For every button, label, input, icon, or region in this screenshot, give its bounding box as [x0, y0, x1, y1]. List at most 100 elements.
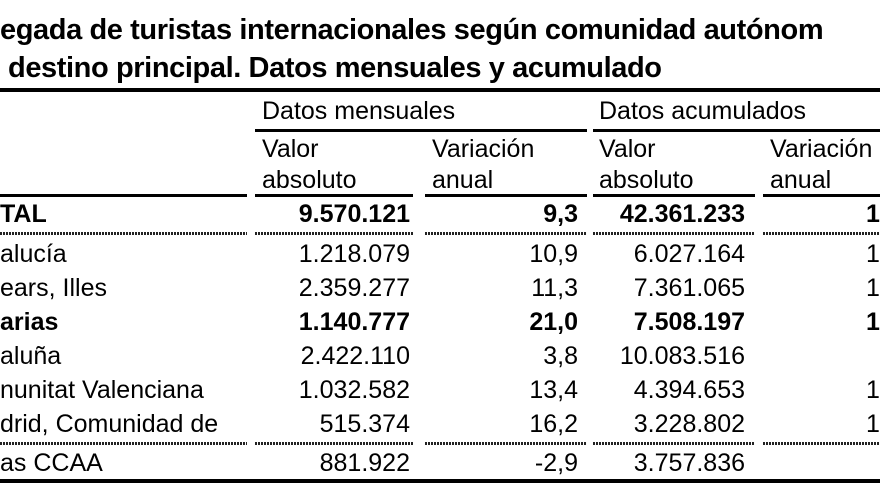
monthly-annual-variation: -2,9: [534, 449, 578, 477]
accumulated-annual-variation: 1: [866, 376, 880, 404]
monthly-absolute-value-header: Valor absoluto: [255, 132, 413, 197]
header-text: absoluto: [262, 166, 357, 194]
header-text: anual: [770, 166, 832, 194]
column-gap: [755, 271, 763, 305]
column-gap: [413, 407, 425, 441]
row-label: drid, Comunidad de: [0, 410, 219, 438]
column-gap: [413, 373, 425, 407]
column-header-row: Valor absoluto Variación anual Valor abs…: [0, 132, 880, 197]
header-text: Valor: [599, 135, 656, 163]
separator-segment: [593, 232, 755, 235]
monthly-annual-variation: 11,3: [531, 274, 578, 302]
table-row: alucía 1.218.079 10,9 6.027.164 1: [0, 237, 880, 271]
accumulated-annual-variation-header: Variación anual: [763, 132, 880, 197]
monthly-absolute-value: 9.570.121: [298, 200, 410, 228]
column-gap: [755, 339, 763, 373]
table-row: drid, Comunidad de 515.374 16,2 3.228.80…: [0, 407, 880, 441]
row-label: alucía: [0, 240, 67, 268]
accumulated-annual-variation: 1: [866, 274, 880, 302]
monthly-annual-variation: 10,9: [529, 240, 578, 268]
separator-segment: [255, 232, 413, 235]
header-text: absoluto: [599, 166, 694, 194]
monthly-annual-variation: 3,8: [543, 342, 578, 370]
accumulated-absolute-value: 42.361.233: [619, 200, 745, 228]
monthly-annual-variation: 16,2: [529, 410, 578, 438]
accumulated-annual-variation: 1: [866, 308, 880, 336]
monthly-absolute-value: 881.922: [319, 449, 410, 477]
separator-segment: [763, 232, 880, 235]
group-header-row: Datos mensuales Datos acumulados: [0, 92, 880, 132]
monthly-absolute-value: 2.359.277: [298, 274, 410, 302]
accumulated-absolute-value: 7.508.197: [633, 308, 745, 336]
column-gap: [413, 132, 425, 197]
monthly-absolute-value: 1.032.582: [298, 376, 410, 404]
table-row: ears, Illes 2.359.277 11,3 7.361.065 1: [0, 271, 880, 305]
column-gap: [755, 305, 763, 339]
header-text: Valor: [262, 135, 319, 163]
column-gap: [247, 237, 255, 271]
accumulated-annual-variation: 1: [866, 410, 880, 438]
monthly-annual-variation: 9,3: [543, 200, 578, 228]
header-text: Variación: [432, 135, 535, 163]
separator-segment: [425, 232, 587, 235]
accumulated-annual-variation: 1: [866, 200, 880, 228]
column-gap: [247, 92, 255, 132]
accumulated-absolute-value-header: Valor absoluto: [593, 132, 755, 197]
accumulated-absolute-value: 10.083.516: [619, 342, 745, 370]
column-gap: [413, 237, 425, 271]
monthly-absolute-value: 1.140.777: [298, 308, 410, 336]
row-label: arias: [0, 308, 59, 336]
column-gap: [755, 373, 763, 407]
column-gap: [413, 339, 425, 373]
monthly-annual-variation: 21,0: [529, 308, 578, 336]
accumulated-absolute-value: 7.361.065: [633, 274, 745, 302]
column-gap: [247, 305, 255, 339]
monthly-annual-variation-header: Variación anual: [425, 132, 587, 197]
column-gap: [247, 373, 255, 407]
column-gap: [755, 132, 763, 197]
column-gap: [755, 237, 763, 271]
row-label: aluña: [0, 342, 62, 370]
accumulated-absolute-value: 6.027.164: [633, 240, 745, 268]
column-gap: [755, 407, 763, 441]
separator-segment: [255, 442, 413, 445]
column-gap: [247, 197, 255, 231]
row-separator: [0, 231, 880, 237]
monthly-absolute-value: 1.218.079: [298, 240, 410, 268]
accumulated-annual-variation: [763, 447, 880, 479]
separator-segment: [763, 442, 880, 445]
title-rule: [0, 88, 880, 92]
table-row: arias 1.140.777 21,0 7.508.197 1: [0, 305, 880, 339]
table-row-total: TAL 9.570.121 9,3 42.361.233 1: [0, 197, 880, 231]
column-gap: [247, 132, 255, 197]
table-row: as CCAA 881.922 -2,9 3.757.836: [0, 447, 880, 479]
title-line-1: egada de turistas internacionales según …: [0, 14, 824, 46]
accumulated-absolute-value: 3.228.802: [633, 410, 745, 438]
header-text: Variación: [770, 135, 873, 163]
monthly-annual-variation: 13,4: [529, 376, 578, 404]
column-gap: [413, 447, 425, 479]
accumulated-annual-variation: [763, 339, 880, 373]
row-label: TAL: [0, 200, 47, 228]
bottom-rule: [0, 479, 880, 483]
column-gap: [247, 447, 255, 479]
monthly-absolute-value: 2.422.110: [300, 342, 410, 370]
monthly-absolute-value: 515.374: [319, 410, 410, 438]
header-text: anual: [432, 166, 494, 194]
group-header-accumulated: Datos acumulados: [593, 92, 880, 132]
row-separator: [0, 441, 880, 447]
row-label: ears, Illes: [0, 274, 107, 302]
separator-segment: [425, 442, 587, 445]
label-column-header: [0, 132, 247, 197]
page-title: egada de turistas internacionales según …: [0, 11, 880, 87]
column-gap: [247, 339, 255, 373]
column-gap: [755, 447, 763, 479]
column-gap: [755, 197, 763, 231]
column-gap: [413, 305, 425, 339]
column-gap: [413, 197, 425, 231]
column-gap: [413, 271, 425, 305]
row-label: as CCAA: [0, 449, 103, 477]
accumulated-absolute-value: 3.757.836: [633, 449, 745, 477]
title-line-2: destino principal. Datos mensuales y acu…: [8, 52, 662, 84]
separator-segment: [593, 442, 755, 445]
